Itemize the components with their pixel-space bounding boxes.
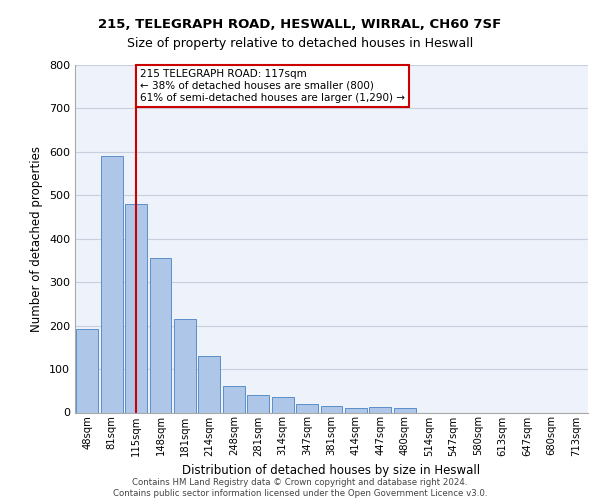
Y-axis label: Number of detached properties: Number of detached properties [31,146,43,332]
Bar [370,408,391,412]
Bar [345,408,367,412]
Bar [272,398,293,412]
Bar [296,404,318,412]
Text: Size of property relative to detached houses in Heswall: Size of property relative to detached ho… [127,38,473,51]
Bar [174,319,196,412]
Bar [149,258,172,412]
Bar [223,386,245,412]
Bar [320,406,343,412]
Bar [394,408,416,412]
Bar [247,395,269,412]
Bar [199,356,220,412]
X-axis label: Distribution of detached houses by size in Heswall: Distribution of detached houses by size … [182,464,481,477]
Text: 215, TELEGRAPH ROAD, HESWALL, WIRRAL, CH60 7SF: 215, TELEGRAPH ROAD, HESWALL, WIRRAL, CH… [98,18,502,30]
Bar [125,204,147,412]
Bar [101,156,122,412]
Text: 215 TELEGRAPH ROAD: 117sqm
← 38% of detached houses are smaller (800)
61% of sem: 215 TELEGRAPH ROAD: 117sqm ← 38% of deta… [140,70,405,102]
Bar [76,329,98,412]
Text: Contains HM Land Registry data © Crown copyright and database right 2024.
Contai: Contains HM Land Registry data © Crown c… [113,478,487,498]
